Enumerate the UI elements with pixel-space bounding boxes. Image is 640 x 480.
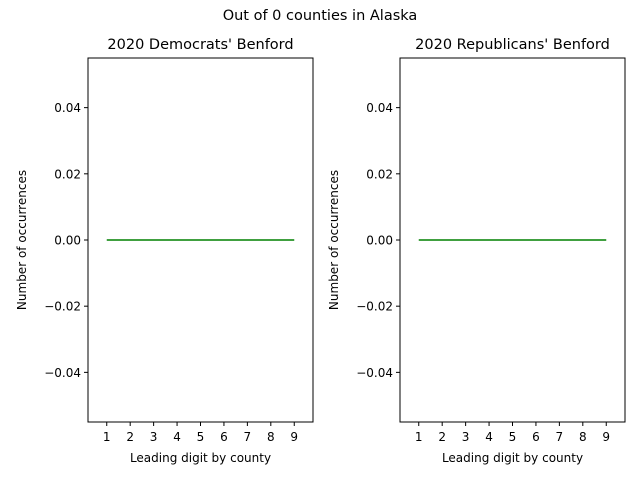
x-tick-label: 3 <box>462 430 470 444</box>
y-tick-label: 0.00 <box>54 234 81 248</box>
y-tick-label: −0.04 <box>44 366 81 380</box>
y-axis-label: Number of occurrences <box>15 170 29 310</box>
chart-title: 2020 Republicans' Benford <box>415 37 610 53</box>
x-tick-label: 8 <box>267 430 275 444</box>
x-tick-label: 5 <box>509 430 517 444</box>
y-tick-label: 0.04 <box>54 101 81 115</box>
x-tick-label: 1 <box>103 430 111 444</box>
y-tick-label: −0.04 <box>356 366 393 380</box>
y-tick-label: −0.02 <box>44 300 81 314</box>
y-tick-label: −0.02 <box>356 300 393 314</box>
x-axis-label: Leading digit by county <box>442 451 583 465</box>
x-tick-label: 4 <box>485 430 493 444</box>
x-tick-label: 6 <box>532 430 540 444</box>
y-tick-label: 0.00 <box>366 234 393 248</box>
chart-panel-democrats: 2020 Democrats' Benford 1 2 3 4 5 6 7 8 9 −0.04 −0.… <box>15 37 313 465</box>
x-tick-label: 9 <box>602 430 610 444</box>
y-tick-label: 0.04 <box>366 101 393 115</box>
x-tick-label: 6 <box>220 430 228 444</box>
x-axis-label: Leading digit by county <box>130 451 271 465</box>
x-tick-label: 1 <box>415 430 423 444</box>
x-tick-label: 9 <box>290 430 298 444</box>
x-tick-label: 7 <box>244 430 252 444</box>
y-tick-label: 0.02 <box>54 167 81 181</box>
x-tick-label: 8 <box>579 430 587 444</box>
chart-title: 2020 Democrats' Benford <box>107 37 293 53</box>
x-tick-label: 4 <box>173 430 181 444</box>
x-tick-label: 2 <box>126 430 134 444</box>
y-tick-label: 0.02 <box>366 167 393 181</box>
x-tick-label: 5 <box>197 430 205 444</box>
x-tick-label: 2 <box>438 430 446 444</box>
chart-panel-republicans: 2020 Republicans' Benford 1 2 3 4 5 6 7 8 9 −0.04 −… <box>327 37 625 465</box>
x-tick-label: 7 <box>556 430 564 444</box>
y-axis-label: Number of occurrences <box>327 170 341 310</box>
x-tick-label: 3 <box>150 430 158 444</box>
